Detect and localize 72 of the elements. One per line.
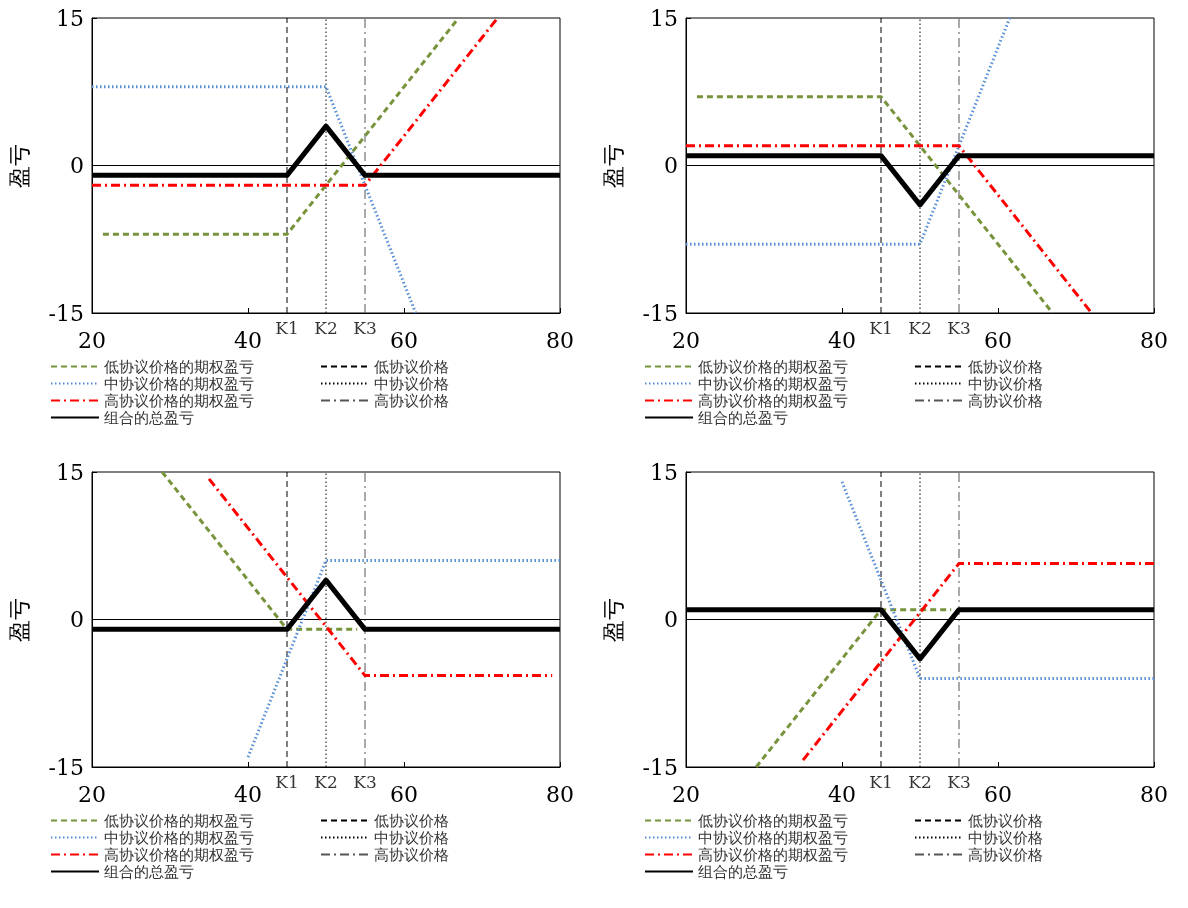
legend-label: 中协议价格 <box>968 374 1043 393</box>
annotation: K1 <box>869 771 893 792</box>
x-tick-label: 80 <box>1140 781 1168 807</box>
legend-label: 高协议价格的期权盈亏 <box>104 845 254 864</box>
annotation: K2 <box>908 771 932 792</box>
y-tick-label: 0 <box>70 153 84 178</box>
legend-label: 低协议价格的期权盈亏 <box>698 357 848 376</box>
legend-label: 低协议价格的期权盈亏 <box>104 357 254 376</box>
legend-label: 高协议价格的期权盈亏 <box>698 845 848 864</box>
annotation: K3 <box>947 317 971 338</box>
legend-label: 中协议价格 <box>374 828 449 847</box>
x-tick-label: 80 <box>546 781 574 807</box>
x-tick-label: 80 <box>546 327 574 353</box>
legend-label: 中协议价格的期权盈亏 <box>104 374 254 393</box>
y-axis-title: 盈亏 <box>6 143 32 188</box>
x-tick-label: 60 <box>984 327 1012 353</box>
annotation: K2 <box>314 771 338 792</box>
annotation: K2 <box>314 317 338 338</box>
y-axis-title: 盈亏 <box>600 143 626 188</box>
x-tick-label: 40 <box>828 327 856 353</box>
y-tick-label: 0 <box>664 607 678 632</box>
legend-label: 中协议价格的期权盈亏 <box>698 374 848 393</box>
x-tick-label: 40 <box>828 781 856 807</box>
x-tick-label: 60 <box>390 781 418 807</box>
legend-label: 高协议价格 <box>374 845 449 864</box>
x-tick-label: 20 <box>672 781 700 807</box>
x-tick-label: 80 <box>1140 327 1168 353</box>
x-tick-label: 40 <box>234 327 262 353</box>
legend-label: 高协议价格的期权盈亏 <box>698 391 848 410</box>
annotation: K3 <box>353 317 377 338</box>
legend-label: 中协议价格 <box>968 828 1043 847</box>
x-tick-label: 60 <box>984 781 1012 807</box>
legend-label: 高协议价格的期权盈亏 <box>104 391 254 410</box>
y-tick-label: -15 <box>48 300 84 326</box>
x-tick-label: 20 <box>78 781 106 807</box>
x-tick-label: 60 <box>390 327 418 353</box>
legend-label: 高协议价格 <box>374 391 449 410</box>
legend-label: 低协议价格 <box>968 811 1043 830</box>
annotation: K1 <box>275 317 299 338</box>
legend-label: 中协议价格的期权盈亏 <box>698 828 848 847</box>
legend-label: 低协议价格 <box>374 811 449 830</box>
legend-label: 低协议价格的期权盈亏 <box>104 811 254 830</box>
y-tick-label: 15 <box>650 459 678 485</box>
y-tick-label: 0 <box>70 607 84 632</box>
y-tick-label: -15 <box>48 754 84 780</box>
legend-label: 组合的总盈亏 <box>698 408 788 427</box>
y-axis-title: 盈亏 <box>600 597 626 642</box>
legend-label: 组合的总盈亏 <box>104 408 194 427</box>
y-tick-label: -15 <box>642 300 678 326</box>
x-tick-label: 40 <box>234 781 262 807</box>
annotation: K3 <box>947 771 971 792</box>
legend-label: 高协议价格 <box>968 845 1043 864</box>
legend-label: 组合的总盈亏 <box>104 862 194 881</box>
y-tick-label: 0 <box>664 153 678 178</box>
x-tick-label: 20 <box>78 327 106 353</box>
annotation: K1 <box>275 771 299 792</box>
y-tick-label: 15 <box>56 5 84 31</box>
x-tick-label: 20 <box>672 327 700 353</box>
legend-label: 低协议价格 <box>374 357 449 376</box>
y-tick-label: 15 <box>56 459 84 485</box>
legend-label: 中协议价格的期权盈亏 <box>104 828 254 847</box>
y-axis-title: 盈亏 <box>6 597 32 642</box>
legend-label: 高协议价格 <box>968 391 1043 410</box>
annotation: K2 <box>908 317 932 338</box>
legend-label: 低协议价格 <box>968 357 1043 376</box>
annotation: K1 <box>869 317 893 338</box>
y-tick-label: -15 <box>642 754 678 780</box>
legend-label: 组合的总盈亏 <box>698 862 788 881</box>
legend-label: 中协议价格 <box>374 374 449 393</box>
legend-label: 低协议价格的期权盈亏 <box>698 811 848 830</box>
y-tick-label: 15 <box>650 5 678 31</box>
annotation: K3 <box>353 771 377 792</box>
